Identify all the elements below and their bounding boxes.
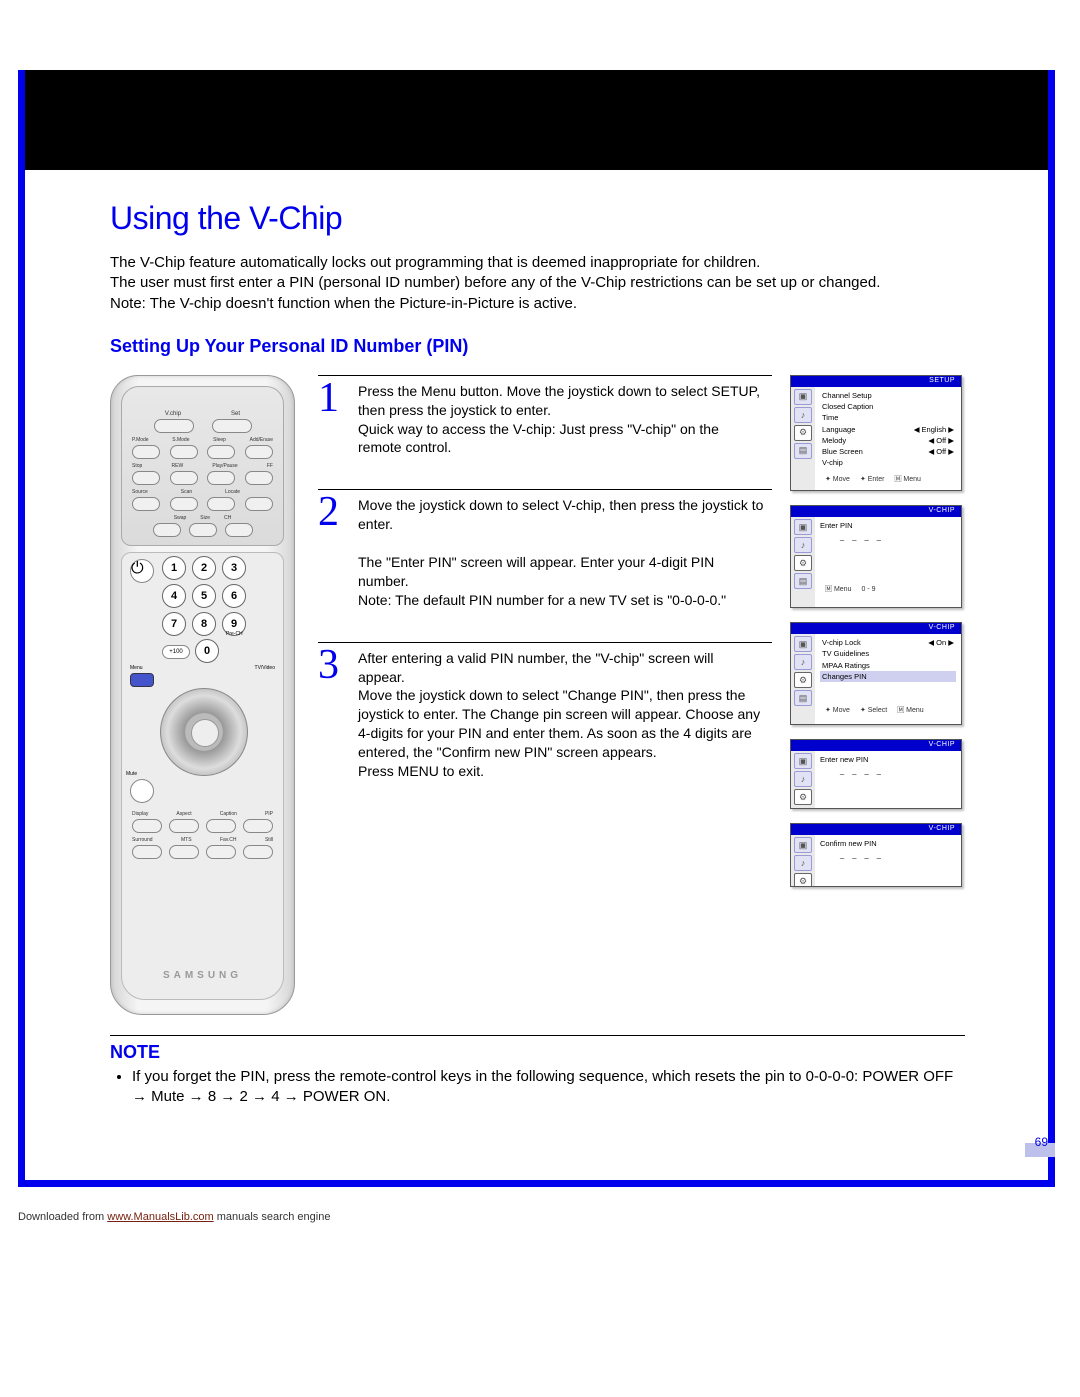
tv-header-setup: SETUP	[791, 376, 961, 387]
note-list: If you forget the PIN, press the remote-…	[132, 1067, 965, 1108]
tv-screen-setup: SETUP ▣♪⚙▤ Channel Setup Closed Caption …	[790, 375, 962, 491]
tv-setup-items: Channel Setup Closed Caption Time Langua…	[815, 387, 961, 490]
top-black-bar	[25, 70, 1048, 170]
tv-header-confirm: V-CHIP	[791, 824, 961, 835]
main-layout-row: V.chip Set P.Mode S.Mode Sleep Add/Erase	[110, 375, 965, 1015]
step-3-text: After entering a valid PIN number, the "…	[358, 649, 772, 781]
step-2-number: 2	[318, 496, 348, 609]
tv-enter-pin-label: Enter PIN	[820, 520, 956, 531]
tv-screen-enter-pin: V-CHIP ▣♪⚙▤ Enter PIN _ _ _ _ 🄼 Menu 0 -…	[790, 505, 962, 608]
footer-link[interactable]: www.ManualsLib.com	[107, 1211, 213, 1223]
step-1-number: 1	[318, 382, 348, 458]
remote-vchip-btn	[154, 419, 194, 433]
tv-header-vchip: V-CHIP	[791, 623, 961, 634]
remote-menu-btn	[130, 673, 154, 687]
screens-column: SETUP ▣♪⚙▤ Channel Setup Closed Caption …	[790, 375, 965, 1015]
tv-enter-new-dashes: _ _ _ _	[820, 765, 956, 776]
step-1: 1 Press the Menu button. Move the joysti…	[318, 375, 772, 476]
remote-mute-btn	[130, 779, 154, 803]
step-2: 2 Move the joystick down to select V-chi…	[318, 489, 772, 627]
remote-set-label: Set	[231, 411, 240, 417]
note-item: If you forget the PIN, press the remote-…	[132, 1067, 965, 1108]
remote-menu-label: Menu	[130, 665, 143, 671]
tv-header-enter-new: V-CHIP	[791, 740, 961, 751]
main-heading: Using the V-Chip	[110, 200, 965, 237]
remote-numpad: 123 456 789	[162, 556, 246, 636]
remote-plus100-btn: +100	[162, 645, 190, 659]
remote-vchip-label: V.chip	[165, 411, 181, 417]
remote-control-image: V.chip Set P.Mode S.Mode Sleep Add/Erase	[110, 375, 295, 1015]
sub-heading: Setting Up Your Personal ID Number (PIN)	[110, 336, 965, 357]
remote-prech-label: Pre-CH	[226, 631, 243, 637]
page-content: Using the V-Chip The V-Chip feature auto…	[110, 200, 965, 1107]
tv-enter-pin-dashes: _ _ _ _	[820, 531, 956, 542]
step-1-text: Press the Menu button. Move the joystick…	[358, 382, 772, 458]
step-2-text: Move the joystick down to select V-chip,…	[358, 496, 772, 609]
tv-enter-new-label: Enter new PIN	[820, 754, 956, 765]
step-3: 3 After entering a valid PIN number, the…	[318, 642, 772, 799]
tv-screen-vchip-menu: V-CHIP ▣♪⚙▤ V-chip Lock◀ On ▶ TV Guideli…	[790, 622, 962, 725]
tv-screen-confirm-pin: V-CHIP ▣♪⚙ Confirm new PIN _ _ _ _	[790, 823, 962, 887]
intro-paragraph: The V-Chip feature automatically locks o…	[110, 253, 965, 314]
tv-confirm-dashes: _ _ _ _	[820, 849, 956, 860]
steps-column: 1 Press the Menu button. Move the joysti…	[318, 375, 772, 1015]
tv-screen-enter-new-pin: V-CHIP ▣♪⚙ Enter new PIN _ _ _ _	[790, 739, 962, 809]
remote-brand: SAMSUNG	[122, 970, 283, 981]
remote-power-btn: ⏻	[130, 559, 154, 583]
tv-confirm-label: Confirm new PIN	[820, 838, 956, 849]
step-3-number: 3	[318, 649, 348, 781]
remote-column: V.chip Set P.Mode S.Mode Sleep Add/Erase	[110, 375, 300, 1015]
remote-dpad	[160, 688, 248, 776]
remote-mute-label: Mute	[126, 771, 137, 777]
remote-set-btn	[212, 419, 252, 433]
page-number: 69	[1035, 1135, 1048, 1149]
remote-zero-btn: 0	[195, 639, 219, 663]
tv-header-enter-pin: V-CHIP	[791, 506, 961, 517]
remote-tvvideo-label: TV/Video	[255, 665, 275, 671]
note-heading: NOTE	[110, 1035, 965, 1063]
footer-text: Downloaded from www.ManualsLib.com manua…	[18, 1211, 330, 1223]
